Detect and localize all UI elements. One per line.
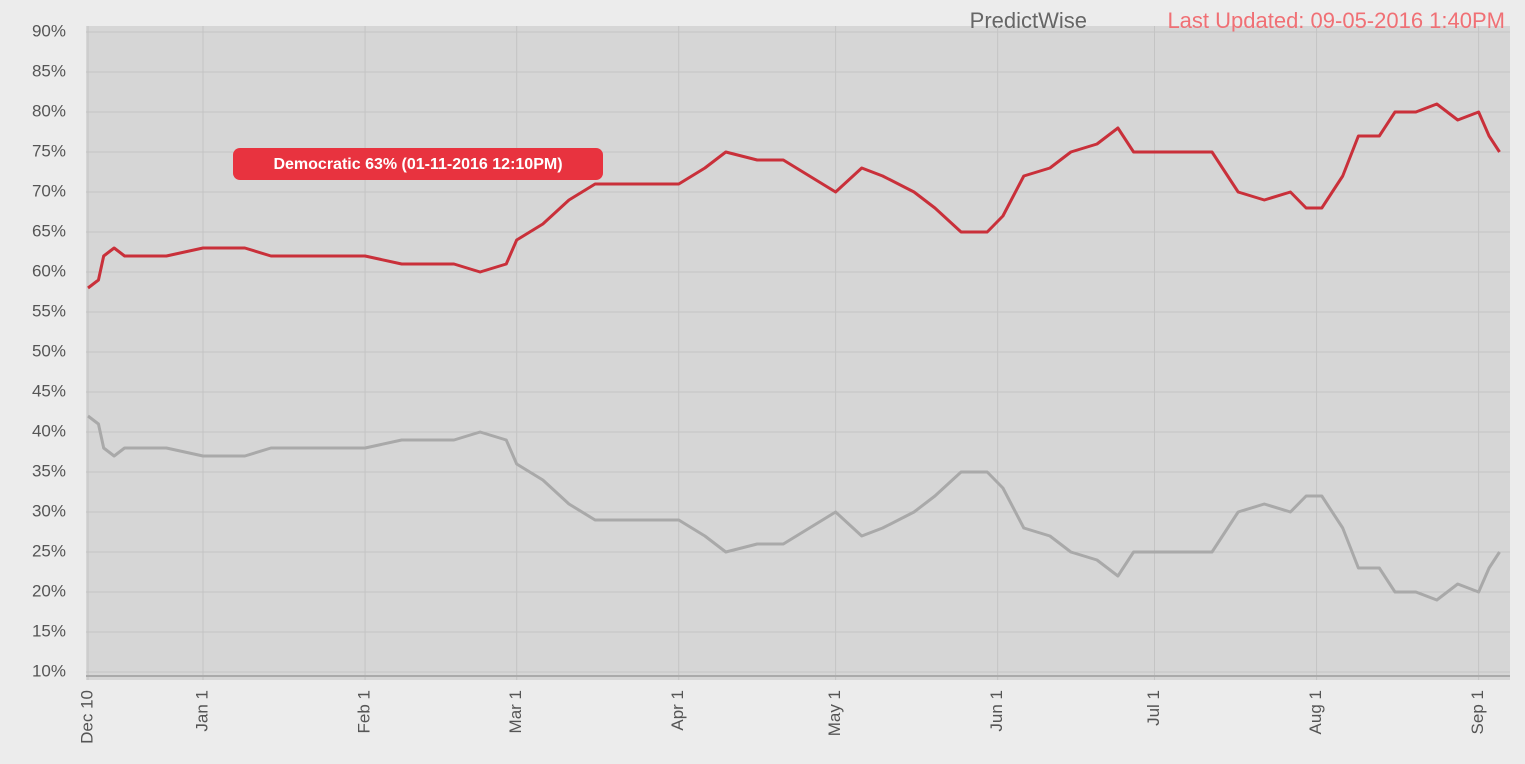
y-tick-label: 15% [32,621,66,640]
chart-subtitle: Last Updated: 09-05-2016 1:40PM [1167,8,1505,33]
chart-title: PredictWise [970,8,1087,33]
x-tick-label: Sep 1 [1468,690,1487,734]
plot-area [86,26,1510,680]
tooltip-text: Democratic 63% (01-11-2016 12:10PM) [273,156,562,173]
x-tick-label: Aug 1 [1306,690,1325,734]
x-tick-label: Jun 1 [987,690,1006,732]
y-tick-label: 80% [32,101,66,120]
y-tick-label: 20% [32,581,66,600]
x-tick-label: Feb 1 [355,690,374,733]
x-tick-label: Jul 1 [1144,690,1163,726]
y-tick-label: 30% [32,501,66,520]
y-tick-label: 65% [32,221,66,240]
series-line [87,102,1501,290]
y-tick-label: 35% [32,461,66,480]
y-tick-label: 10% [32,661,66,680]
x-tick-label: Apr 1 [668,690,687,731]
y-tick-label: 50% [32,341,66,360]
y-tick-label: 85% [32,61,66,80]
series-line [87,414,1501,602]
x-tick-label: May 1 [825,690,844,736]
x-tick-label: Dec 10 [77,690,96,744]
y-tick-label: 75% [32,141,66,160]
x-tick-label: Jan 1 [192,690,211,732]
x-tick-label: Mar 1 [506,690,525,733]
tooltip: Democratic 63% (01-11-2016 12:10PM) [233,148,603,180]
y-tick-label: 45% [32,381,66,400]
y-tick-label: 90% [32,21,66,40]
y-tick-label: 25% [32,541,66,560]
y-tick-label: 60% [32,261,66,280]
tooltip-box [233,148,603,180]
y-tick-label: 70% [32,181,66,200]
y-tick-label: 40% [32,421,66,440]
y-tick-label: 55% [32,301,66,320]
